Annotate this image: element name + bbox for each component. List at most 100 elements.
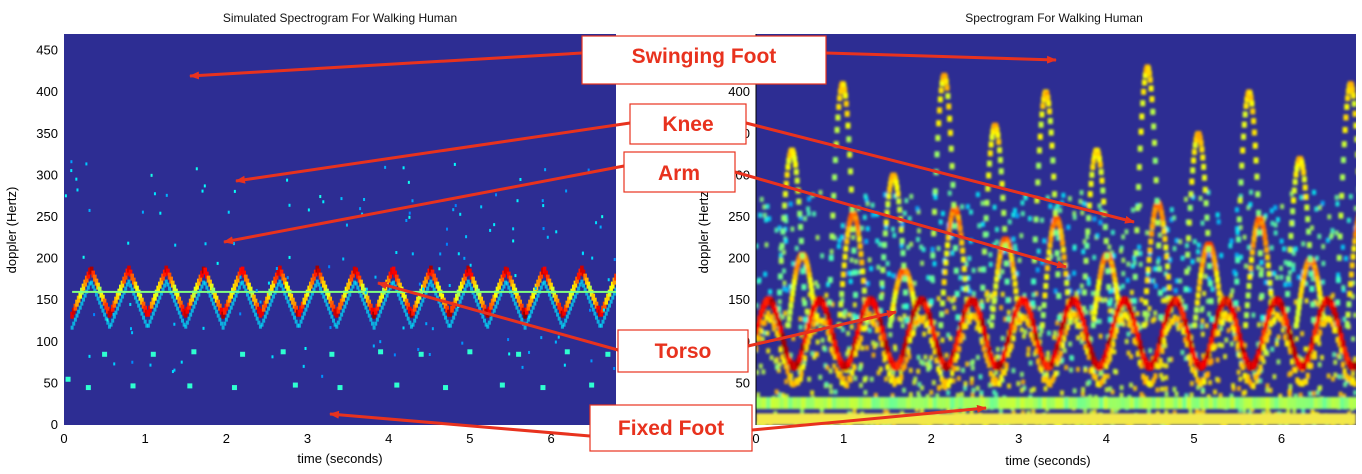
torso-cell bbox=[1235, 325, 1241, 334]
speck bbox=[153, 192, 156, 196]
heat-cell bbox=[940, 337, 945, 343]
torso-cell bbox=[495, 286, 500, 294]
limb-streak-cell bbox=[777, 273, 783, 280]
knee-streak-cell bbox=[1142, 310, 1148, 317]
knee-streak-cell bbox=[806, 272, 812, 279]
torso-echo-cell bbox=[534, 297, 538, 302]
knee-streak-cell bbox=[959, 239, 965, 246]
speck bbox=[286, 178, 289, 182]
torso-cell bbox=[975, 306, 981, 315]
limb-streak-cell bbox=[1083, 257, 1089, 264]
left-y-tick-label: 300 bbox=[36, 167, 58, 182]
heat-cell bbox=[975, 385, 980, 391]
speck bbox=[417, 347, 420, 351]
limb-streak-cell bbox=[1146, 70, 1152, 77]
torso-cell bbox=[86, 271, 91, 279]
heat-cell bbox=[908, 392, 913, 398]
torso-halo-cell bbox=[775, 330, 780, 337]
torso-cell bbox=[593, 297, 597, 305]
fixed-foot-cell bbox=[788, 397, 795, 410]
heat-cell bbox=[1280, 204, 1285, 210]
torso-cell bbox=[795, 358, 801, 367]
left-spectrogram-marks bbox=[64, 160, 616, 391]
speck bbox=[255, 288, 258, 292]
heat-cell bbox=[946, 407, 951, 413]
torso-halo-cell bbox=[1290, 358, 1295, 365]
torso-halo-cell bbox=[1081, 335, 1086, 342]
sparse-dot bbox=[85, 385, 91, 391]
limb-streak-cell bbox=[1342, 126, 1348, 133]
heat-cell bbox=[1027, 216, 1032, 222]
heat-cell bbox=[1045, 373, 1050, 379]
torso-cell bbox=[547, 278, 552, 286]
heat-cell bbox=[1078, 198, 1083, 204]
limb-streak-cell bbox=[778, 257, 784, 264]
heat-cell bbox=[1150, 355, 1155, 361]
heat-cell bbox=[1265, 387, 1270, 393]
knee-streak-cell bbox=[1195, 292, 1201, 299]
torso-cell bbox=[1060, 322, 1066, 331]
left-y-axis-label: doppler (Hertz) bbox=[4, 187, 19, 274]
heat-cell bbox=[820, 253, 825, 259]
speck bbox=[342, 257, 345, 261]
torso-cell bbox=[932, 333, 938, 342]
torso-cell bbox=[471, 276, 475, 284]
torso-halo-cell bbox=[876, 326, 881, 333]
torso-cell bbox=[886, 352, 892, 361]
torso-cell bbox=[904, 336, 910, 345]
heat-cell bbox=[825, 365, 830, 371]
torso-echo-cell bbox=[262, 318, 266, 323]
heat-cell bbox=[889, 366, 894, 372]
fixed-foot-cell bbox=[1208, 397, 1215, 410]
torso-halo-cell bbox=[965, 314, 970, 321]
torso-echo-cell bbox=[198, 288, 202, 293]
limb-streak-cell bbox=[1107, 316, 1113, 323]
left-x-tick-label: 3 bbox=[304, 431, 311, 446]
fixed-foot-cell bbox=[888, 397, 895, 410]
knee-streak-cell bbox=[1347, 291, 1353, 298]
heat-cell bbox=[1219, 252, 1224, 258]
knee-streak-cell bbox=[788, 302, 794, 309]
limb-streak-cell bbox=[930, 252, 936, 259]
torso-halo-cell bbox=[1184, 341, 1189, 348]
heat-cell bbox=[1346, 217, 1351, 223]
torso-cell bbox=[1011, 315, 1017, 324]
limb-streak-cell bbox=[1154, 197, 1160, 204]
torso-cell bbox=[93, 274, 97, 282]
speck bbox=[425, 322, 428, 326]
torso-cell bbox=[229, 291, 234, 299]
heat-cell bbox=[899, 243, 904, 249]
torso-halo-cell bbox=[1144, 375, 1149, 382]
torso-halo-cell bbox=[953, 356, 958, 363]
torso-cell bbox=[523, 311, 527, 319]
knee-streak-cell bbox=[1144, 277, 1150, 284]
fixed-foot-cell bbox=[884, 397, 891, 410]
fixed-foot-cell bbox=[989, 397, 996, 410]
torso-cell bbox=[958, 322, 964, 331]
knee-streak-cell bbox=[1143, 299, 1149, 306]
torso-cell bbox=[334, 310, 339, 318]
heat-cell bbox=[873, 392, 878, 398]
knee-streak-cell bbox=[1216, 290, 1222, 297]
limb-streak-cell bbox=[1147, 76, 1153, 83]
torso-halo-cell bbox=[815, 313, 820, 320]
limb-streak-cell bbox=[987, 150, 993, 157]
torso-echo-cell bbox=[182, 322, 186, 327]
torso-halo-cell bbox=[1288, 348, 1293, 355]
limb-streak-cell bbox=[1288, 233, 1294, 240]
sparse-dot bbox=[605, 351, 611, 357]
heat-cell bbox=[806, 211, 811, 217]
torso-cell bbox=[1305, 354, 1311, 363]
torso-echo-cell bbox=[325, 302, 329, 307]
torso-echo-cell bbox=[367, 313, 371, 318]
limb-streak-cell bbox=[1355, 151, 1356, 158]
torso-echo-cell bbox=[580, 279, 584, 284]
limb-streak-cell bbox=[1235, 257, 1241, 264]
torso-cell bbox=[800, 343, 806, 352]
knee-streak-cell bbox=[1317, 290, 1323, 297]
heat-cell bbox=[1232, 269, 1237, 275]
fixed-foot-band bbox=[756, 413, 1356, 425]
knee-streak-cell bbox=[1056, 220, 1062, 227]
torso-echo-cell bbox=[166, 282, 170, 287]
heat-cell bbox=[950, 298, 955, 304]
